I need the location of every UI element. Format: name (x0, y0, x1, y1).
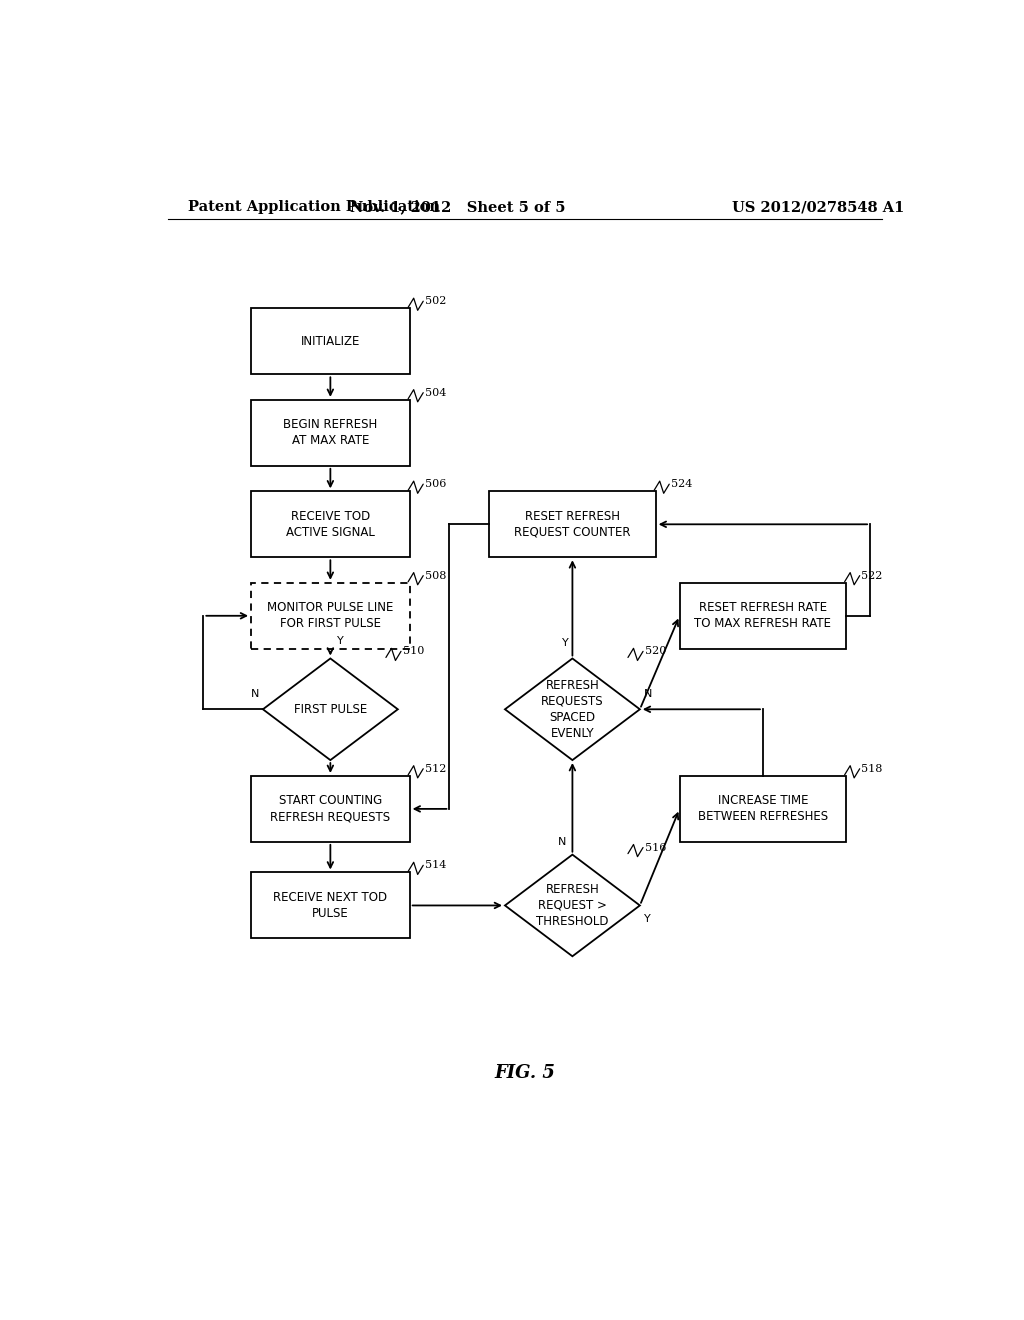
Text: N: N (251, 689, 259, 700)
FancyBboxPatch shape (251, 309, 410, 375)
Text: INCREASE TIME
BETWEEN REFRESHES: INCREASE TIME BETWEEN REFRESHES (697, 795, 828, 824)
Text: REFRESH
REQUESTS
SPACED
EVENLY: REFRESH REQUESTS SPACED EVENLY (541, 678, 604, 739)
Text: US 2012/0278548 A1: US 2012/0278548 A1 (732, 201, 904, 214)
Text: RESET REFRESH RATE
TO MAX REFRESH RATE: RESET REFRESH RATE TO MAX REFRESH RATE (694, 602, 831, 630)
Text: RECEIVE NEXT TOD
PULSE: RECEIVE NEXT TOD PULSE (273, 891, 387, 920)
FancyBboxPatch shape (680, 582, 846, 649)
Text: FIRST PULSE: FIRST PULSE (294, 702, 367, 715)
Text: START COUNTING
REFRESH REQUESTS: START COUNTING REFRESH REQUESTS (270, 795, 390, 824)
Text: FIG. 5: FIG. 5 (495, 1064, 555, 1082)
FancyBboxPatch shape (251, 400, 410, 466)
Text: 516: 516 (645, 842, 666, 853)
Text: Y: Y (562, 639, 568, 648)
Text: N: N (558, 837, 566, 846)
Text: Y: Y (337, 636, 343, 647)
Polygon shape (505, 659, 640, 760)
FancyBboxPatch shape (251, 776, 410, 842)
FancyBboxPatch shape (251, 873, 410, 939)
Text: N: N (644, 689, 652, 700)
Text: 510: 510 (402, 647, 424, 656)
Text: INITIALIZE: INITIALIZE (301, 335, 360, 348)
Text: 524: 524 (671, 479, 692, 490)
Text: MONITOR PULSE LINE
FOR FIRST PULSE: MONITOR PULSE LINE FOR FIRST PULSE (267, 602, 393, 630)
Text: Patent Application Publication: Patent Application Publication (187, 201, 439, 214)
Text: 520: 520 (645, 647, 666, 656)
FancyBboxPatch shape (251, 582, 410, 649)
Text: Y: Y (644, 913, 650, 924)
Text: 522: 522 (861, 570, 883, 581)
Text: 514: 514 (425, 861, 446, 870)
Polygon shape (505, 854, 640, 956)
Text: 506: 506 (425, 479, 446, 490)
Text: 508: 508 (425, 570, 446, 581)
Text: RESET REFRESH
REQUEST COUNTER: RESET REFRESH REQUEST COUNTER (514, 510, 631, 539)
Text: REFRESH
REQUEST >
THRESHOLD: REFRESH REQUEST > THRESHOLD (537, 883, 608, 928)
Polygon shape (263, 659, 397, 760)
FancyBboxPatch shape (489, 491, 655, 557)
Text: 518: 518 (861, 764, 883, 774)
Text: 504: 504 (425, 388, 446, 397)
FancyBboxPatch shape (680, 776, 846, 842)
Text: 512: 512 (425, 764, 446, 774)
Text: RECEIVE TOD
ACTIVE SIGNAL: RECEIVE TOD ACTIVE SIGNAL (286, 510, 375, 539)
Text: Nov. 1, 2012   Sheet 5 of 5: Nov. 1, 2012 Sheet 5 of 5 (349, 201, 565, 214)
Text: BEGIN REFRESH
AT MAX RATE: BEGIN REFRESH AT MAX RATE (284, 418, 378, 447)
Text: 502: 502 (425, 296, 446, 306)
FancyBboxPatch shape (251, 491, 410, 557)
